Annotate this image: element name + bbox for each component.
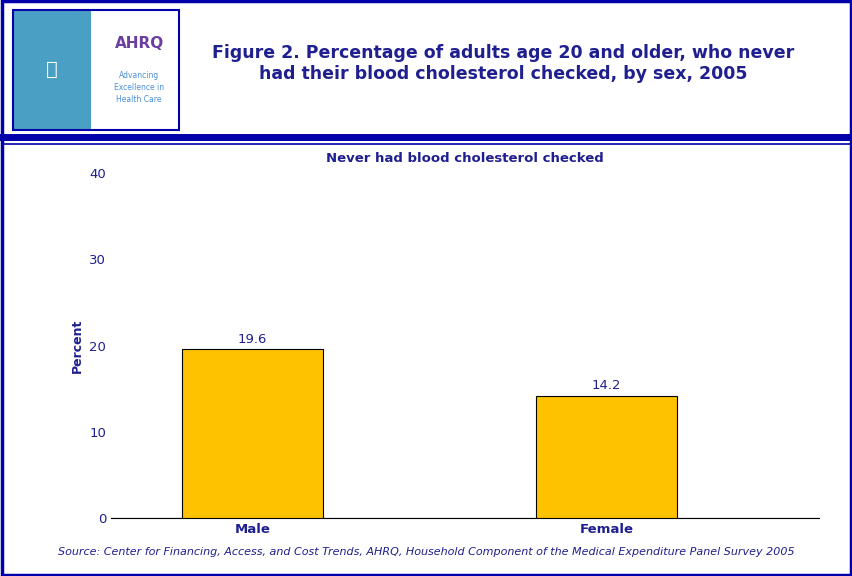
Bar <box>181 349 323 518</box>
Title: Never had blood cholesterol checked: Never had blood cholesterol checked <box>325 151 603 165</box>
Text: AHRQ: AHRQ <box>114 36 164 51</box>
Bar <box>535 396 676 518</box>
Text: 19.6: 19.6 <box>238 332 267 346</box>
Y-axis label: Percent: Percent <box>71 319 83 373</box>
Text: Figure 2. Percentage of adults age 20 and older, who never
had their blood chole: Figure 2. Percentage of adults age 20 an… <box>212 44 793 83</box>
Text: 14.2: 14.2 <box>591 379 620 392</box>
Text: 🦅: 🦅 <box>46 60 58 79</box>
Text: Advancing
Excellence in
Health Care: Advancing Excellence in Health Care <box>114 71 164 104</box>
Text: Source: Center for Financing, Access, and Cost Trends, AHRQ, Household Component: Source: Center for Financing, Access, an… <box>58 547 794 557</box>
